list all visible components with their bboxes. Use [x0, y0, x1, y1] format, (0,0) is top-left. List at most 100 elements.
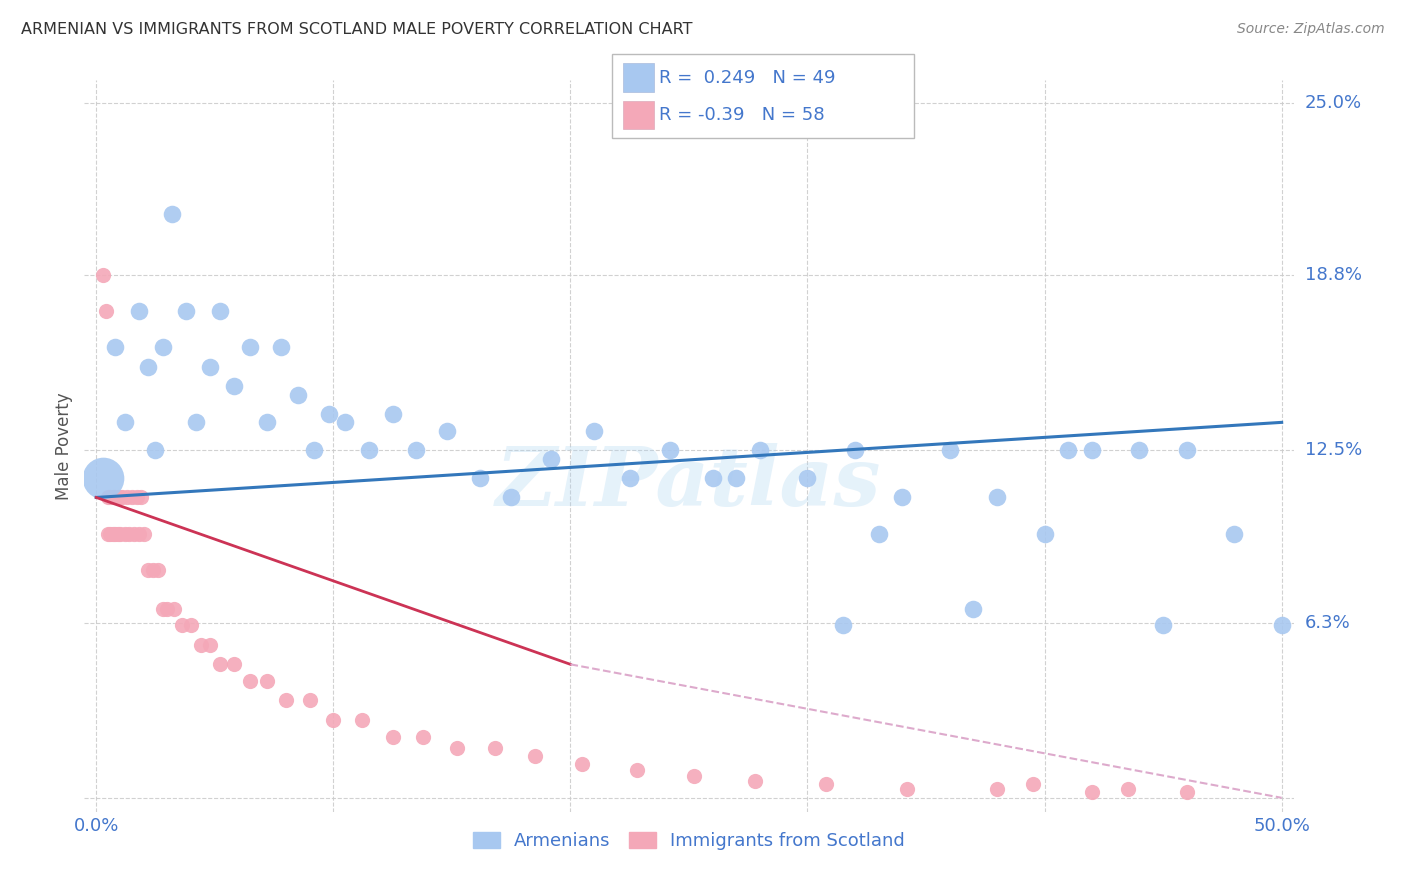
- Point: [523, 749, 546, 764]
- Text: R =  0.249   N = 49: R = 0.249 N = 49: [659, 69, 837, 87]
- Point: [176, 304, 198, 318]
- Point: [702, 471, 724, 485]
- Point: [405, 443, 427, 458]
- Point: [145, 443, 167, 458]
- Point: [160, 207, 183, 221]
- Point: [659, 443, 682, 458]
- Point: [1175, 785, 1198, 799]
- Legend: Armenians, Immigrants from Scotland: Armenians, Immigrants from Scotland: [465, 825, 912, 857]
- Point: [129, 491, 152, 505]
- Point: [962, 601, 984, 615]
- Text: R = -0.39   N = 58: R = -0.39 N = 58: [659, 106, 825, 124]
- Y-axis label: Male Poverty: Male Poverty: [55, 392, 73, 500]
- Point: [844, 443, 866, 458]
- Point: [274, 693, 297, 707]
- Point: [350, 713, 373, 727]
- Point: [298, 693, 321, 707]
- Point: [91, 471, 114, 485]
- Text: 6.3%: 6.3%: [1305, 614, 1350, 632]
- Point: [540, 451, 562, 466]
- Point: [381, 407, 404, 421]
- Point: [619, 471, 641, 485]
- Point: [100, 526, 122, 541]
- Point: [132, 526, 155, 541]
- Point: [107, 491, 129, 505]
- Point: [222, 379, 245, 393]
- Point: [318, 407, 340, 421]
- Point: [180, 618, 202, 632]
- Point: [108, 526, 131, 541]
- Point: [725, 471, 748, 485]
- Point: [184, 415, 207, 429]
- Point: [412, 730, 434, 744]
- Point: [270, 340, 292, 354]
- Point: [91, 268, 114, 282]
- Point: [333, 415, 356, 429]
- Point: [571, 757, 593, 772]
- Point: [107, 526, 129, 541]
- Point: [484, 740, 506, 755]
- Point: [101, 526, 124, 541]
- Point: [222, 657, 245, 672]
- Point: [1033, 526, 1056, 541]
- Point: [749, 443, 772, 458]
- Point: [101, 491, 124, 505]
- Point: [100, 491, 122, 505]
- Point: [128, 526, 150, 541]
- Point: [128, 304, 150, 318]
- Point: [125, 491, 148, 505]
- Point: [896, 782, 918, 797]
- Point: [163, 601, 186, 615]
- Point: [138, 563, 160, 577]
- Point: [97, 491, 120, 505]
- Point: [114, 415, 136, 429]
- Point: [1057, 443, 1080, 458]
- Point: [208, 304, 231, 318]
- Point: [104, 526, 127, 541]
- Point: [94, 304, 117, 318]
- Point: [1081, 785, 1104, 799]
- Point: [118, 526, 141, 541]
- Text: ZIPatlas: ZIPatlas: [496, 442, 882, 523]
- Point: [1128, 443, 1150, 458]
- Point: [501, 491, 523, 505]
- Point: [1022, 777, 1045, 791]
- Point: [891, 491, 914, 505]
- Point: [115, 491, 138, 505]
- Point: [152, 340, 174, 354]
- Point: [1081, 443, 1104, 458]
- Point: [239, 340, 262, 354]
- Point: [583, 424, 606, 438]
- Text: 25.0%: 25.0%: [1305, 94, 1362, 112]
- Text: ARMENIAN VS IMMIGRANTS FROM SCOTLAND MALE POVERTY CORRELATION CHART: ARMENIAN VS IMMIGRANTS FROM SCOTLAND MAL…: [21, 22, 693, 37]
- Point: [1271, 618, 1294, 632]
- Point: [986, 782, 1008, 797]
- Point: [304, 443, 326, 458]
- Point: [122, 526, 145, 541]
- Point: [868, 526, 890, 541]
- Point: [142, 563, 165, 577]
- Point: [682, 768, 704, 782]
- Point: [1223, 526, 1246, 541]
- Point: [152, 601, 174, 615]
- Point: [170, 618, 193, 632]
- Point: [198, 359, 221, 374]
- Text: 12.5%: 12.5%: [1305, 442, 1362, 459]
- Point: [1116, 782, 1139, 797]
- Point: [470, 471, 492, 485]
- Point: [626, 763, 648, 777]
- Point: [198, 638, 221, 652]
- Point: [815, 777, 838, 791]
- Point: [938, 443, 960, 458]
- Point: [104, 491, 127, 505]
- Point: [832, 618, 855, 632]
- Point: [138, 359, 160, 374]
- Point: [114, 526, 136, 541]
- Point: [436, 424, 458, 438]
- Point: [104, 340, 127, 354]
- Point: [986, 491, 1008, 505]
- Point: [208, 657, 231, 672]
- Point: [357, 443, 380, 458]
- Point: [97, 526, 120, 541]
- Text: Source: ZipAtlas.com: Source: ZipAtlas.com: [1237, 22, 1385, 37]
